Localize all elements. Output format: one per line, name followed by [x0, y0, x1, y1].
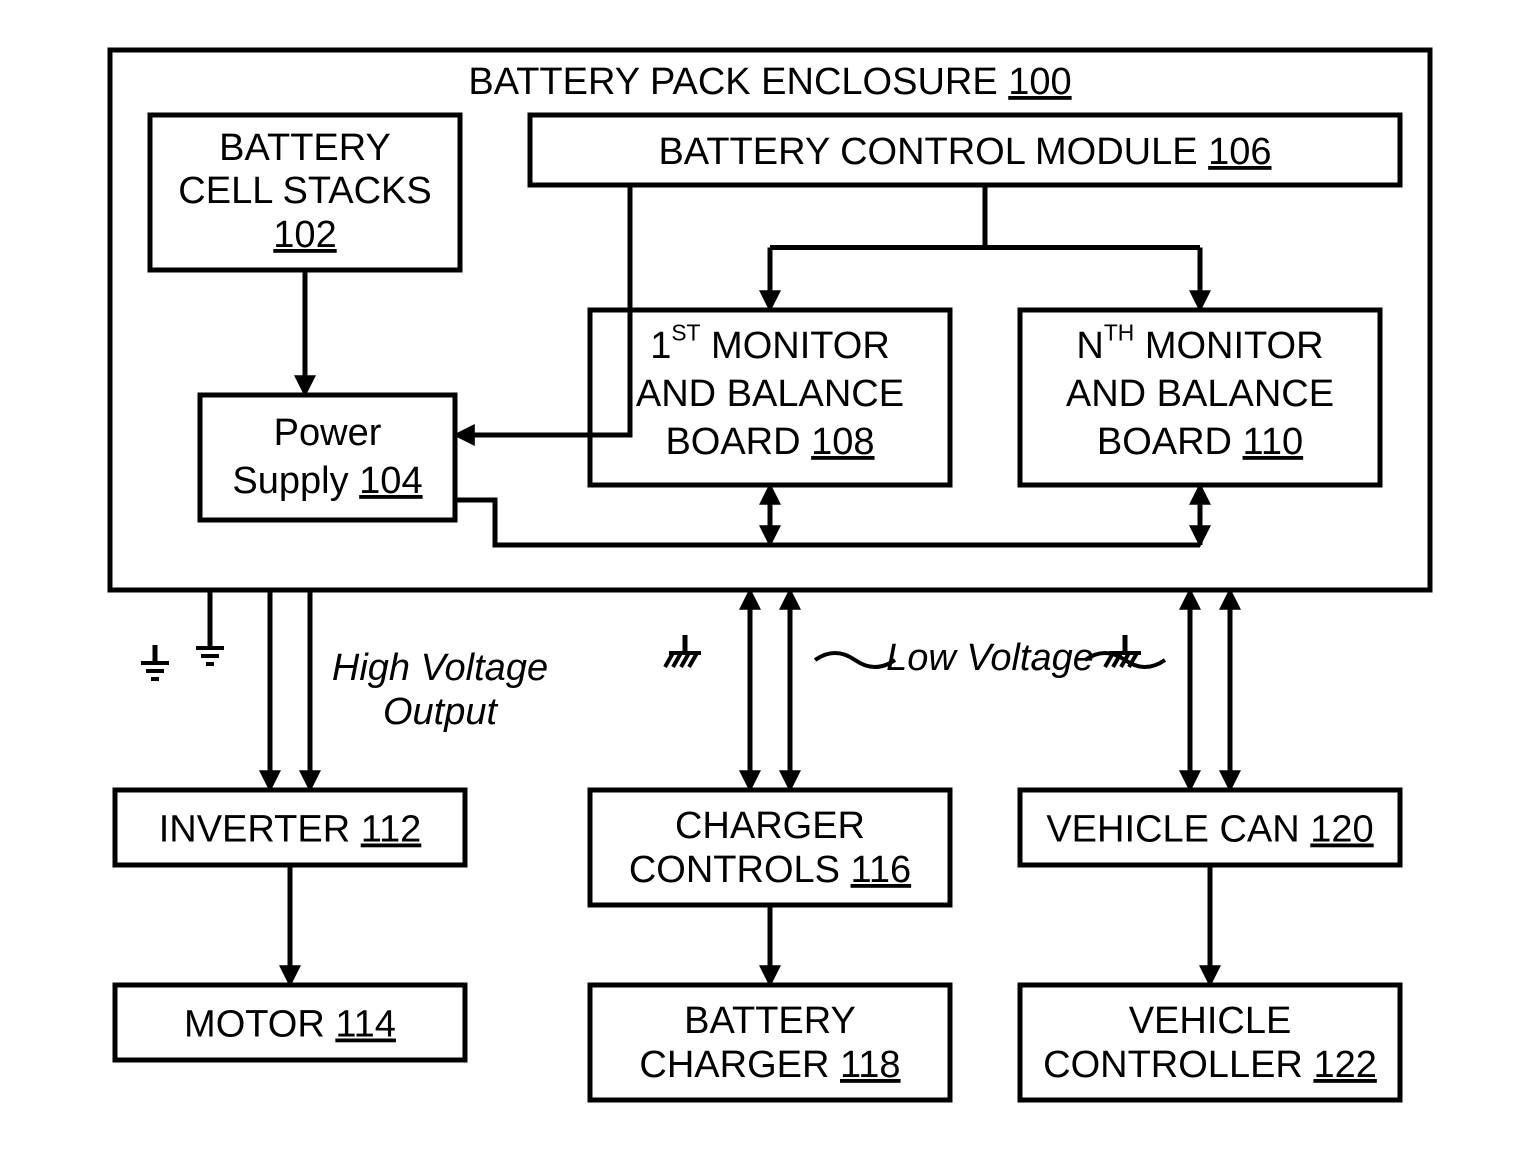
bcm-label: BATTERY CONTROL MODULE 106 [658, 131, 1271, 173]
monitor-board-n-l3: BOARD 110 [1097, 421, 1303, 463]
lv-label: Low Voltage [886, 637, 1094, 679]
monitor-board-1-l3: BOARD 108 [665, 421, 874, 463]
vehicle-can-label: VEHICLE CAN 120 [1046, 809, 1373, 851]
batt-charger-l2: CHARGER 118 [639, 1044, 900, 1086]
cell-stacks-ref: 102 [273, 214, 336, 256]
enclosure-title: BATTERY PACK ENCLOSURE 100 [468, 61, 1071, 103]
power-supply-l2: Supply 104 [232, 460, 422, 502]
cell-stacks-l1: BATTERY [219, 127, 391, 169]
motor-label: MOTOR 114 [184, 1004, 396, 1046]
inverter-label: INVERTER 112 [159, 809, 422, 851]
hv-label-1: High Voltage [332, 647, 548, 689]
monitor-board-n-l2: AND BALANCE [1066, 373, 1334, 415]
batt-charger-l1: BATTERY [684, 1000, 856, 1042]
vehicle-ctrl-l1: VEHICLE [1129, 1000, 1292, 1042]
hv-label-2: Output [383, 691, 499, 733]
charger-ctrl-l1: CHARGER [675, 805, 865, 847]
monitor-board-1-l2: AND BALANCE [636, 373, 904, 415]
charger-ctrl-l2: CONTROLS 116 [629, 849, 911, 891]
vehicle-ctrl-l2: CONTROLLER 122 [1043, 1044, 1377, 1086]
cell-stacks-l2: CELL STACKS [178, 170, 431, 212]
power-supply-l1: Power [274, 412, 382, 454]
